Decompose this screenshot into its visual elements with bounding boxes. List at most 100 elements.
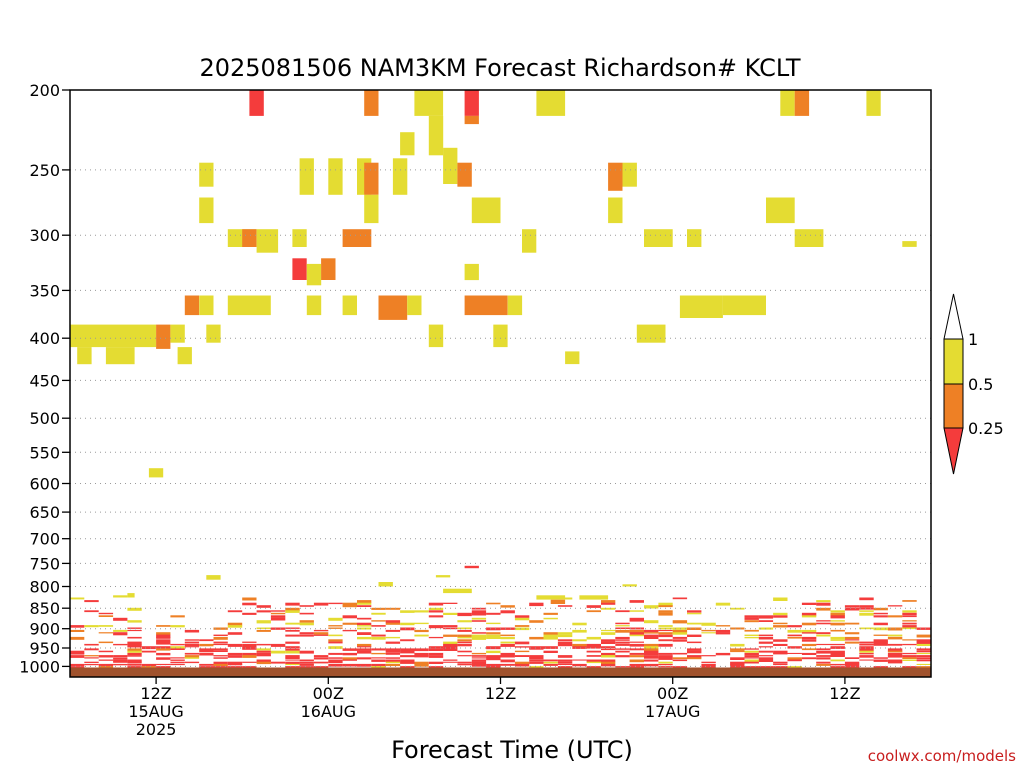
heatmap-cell [428,625,444,629]
heatmap-cell [400,655,415,658]
heatmap-cell [730,666,745,668]
heatmap-cell [629,659,644,663]
heatmap-cell [615,636,630,639]
heatmap-cell [715,652,731,656]
heatmap-cell [859,605,874,608]
heatmap-cell [227,610,243,613]
heatmap-cell [586,643,601,647]
heatmap-cell [127,593,135,598]
heatmap-cell [285,610,300,613]
heatmap-cell [672,639,688,642]
heatmap-cell [629,627,644,630]
heatmap-cell [378,582,393,587]
heatmap-cell [306,295,322,316]
heatmap-cell [443,634,458,637]
heatmap-cell [801,657,817,660]
heatmap-cell [844,632,860,635]
heatmap-cell [902,612,917,616]
heatmap-cell [127,627,142,629]
heatmap-cell [744,652,759,656]
heatmap-cell [801,615,817,618]
heatmap-cell [242,661,257,663]
heatmap-cell [170,657,185,659]
heatmap-cells [70,90,917,604]
heatmap-cell [357,650,372,654]
heatmap-cell [400,622,415,626]
heatmap-cell [744,615,759,618]
heatmap-cell [227,655,243,658]
heatmap-cell [715,625,731,627]
heatmap-cell [385,657,401,659]
heatmap-cell [816,632,831,635]
y-tick-label: 950 [29,639,60,658]
heatmap-cell [141,666,157,668]
heatmap-cell [428,602,444,606]
heatmap-cell [77,347,92,365]
heatmap-cell [658,625,673,627]
heatmap-cell [615,625,630,627]
heatmap-cell [199,663,214,666]
heatmap-cell [285,622,300,625]
heatmap-cell [601,663,616,667]
heatmap-cell [816,620,831,622]
heatmap-cell [156,641,171,645]
heatmap-cell [787,625,802,628]
heatmap-cell [773,625,788,628]
heatmap-cell [407,295,422,316]
heatmap-cell [299,605,314,607]
heatmap-cell [902,610,917,613]
heatmap-cell [844,622,860,625]
heatmap-cell [256,627,271,629]
heatmap-cell [342,657,357,660]
heatmap-cell [615,622,630,625]
heatmap-cell [644,663,659,667]
heatmap-cell [414,622,429,625]
heatmap-cell [328,639,343,642]
heatmap-cell [514,661,530,664]
heatmap-cell [471,634,487,638]
heatmap-cell [816,600,831,603]
heatmap-cell [543,636,558,640]
heatmap-cell [371,612,386,615]
heatmap-cell [758,615,774,619]
heatmap-cell [113,663,128,666]
heatmap-cell [844,605,860,608]
heatmap-cell [400,659,415,663]
heatmap-cell [601,659,616,663]
heatmap-cell [127,646,142,648]
heatmap-cell [213,636,228,640]
heatmap-cell [916,663,931,665]
heatmap-cell [844,657,860,659]
heatmap-cell [529,648,544,650]
heatmap-cell [859,597,874,601]
y-tick-label: 850 [29,599,60,618]
heatmap-cell [672,620,688,624]
heatmap-cell [328,659,343,663]
heatmap-cell [579,595,609,600]
heatmap-cell [658,632,673,635]
heatmap-cell [299,632,314,635]
heatmap-cell [227,625,243,628]
heatmap-cell [679,295,723,318]
heatmap-cell [701,632,716,634]
heatmap-cell [428,636,444,639]
heatmap-cell [199,295,214,316]
heatmap-cell [816,648,831,651]
heatmap-cell [572,629,587,633]
heatmap-cell [428,661,444,664]
heatmap-cell [443,602,458,604]
heatmap-cell [184,661,200,664]
heatmap-cell [428,615,444,618]
heatmap-cell [672,629,688,633]
heatmap-cell [744,661,759,664]
heatmap-cell [357,605,372,607]
heatmap-cell [529,666,544,668]
heatmap-cell [184,655,200,658]
heatmap-cell [615,648,630,650]
heatmap-cell [701,622,716,626]
x-tick-label: 12Z [485,684,516,703]
heatmap-cell [242,666,257,668]
heatmap-cell [156,663,171,666]
heatmap-cell [213,650,228,652]
